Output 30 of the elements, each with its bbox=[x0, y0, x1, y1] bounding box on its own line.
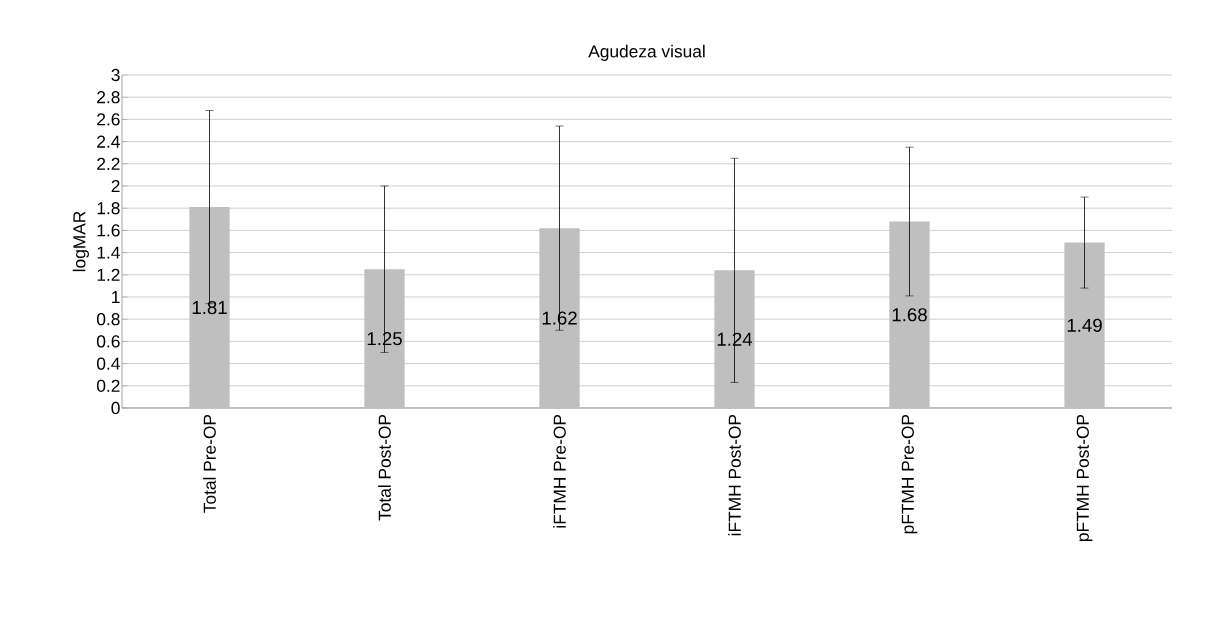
y-tick-label: 2.4 bbox=[97, 135, 120, 148]
y-axis-title: logMAR bbox=[72, 211, 89, 272]
y-tick-label: 2.8 bbox=[97, 91, 120, 104]
x-tick-label: iFTMH Post-OP bbox=[728, 414, 741, 536]
y-tick-label: 1.6 bbox=[97, 224, 120, 237]
y-tick-label: 2.6 bbox=[97, 113, 120, 126]
y-tick-label: 0 bbox=[111, 401, 120, 415]
y-tick-label: 2 bbox=[111, 179, 120, 193]
y-tick-label: 0.2 bbox=[96, 379, 120, 392]
data-label: 1.81 bbox=[192, 300, 227, 315]
y-tick-label: 0.4 bbox=[96, 357, 120, 370]
bar bbox=[189, 207, 230, 408]
x-tick-label: pFTMH Pre-OP bbox=[901, 414, 918, 534]
chart-title: Agudeza visual bbox=[588, 44, 705, 61]
bar bbox=[889, 221, 930, 408]
y-tick-label: 0.6 bbox=[96, 335, 120, 348]
y-tick-label: 0.8 bbox=[96, 313, 120, 326]
x-tick-label: pFTMH Post-OP bbox=[1076, 414, 1093, 542]
data-label: 1.49 bbox=[1067, 318, 1102, 332]
x-tick-label: iFTMH Pre-OP bbox=[553, 414, 566, 528]
y-tick-label: 1 bbox=[112, 291, 120, 303]
data-label: 1.68 bbox=[892, 308, 927, 322]
y-tick-label: 1.2 bbox=[97, 268, 120, 281]
bar bbox=[1064, 242, 1105, 408]
x-tick-label: Total Post-OP bbox=[378, 414, 391, 521]
y-tick-label: 1.4 bbox=[97, 246, 120, 259]
x-tick-label: Total Pre-OP bbox=[203, 414, 216, 513]
y-tick-label: 3 bbox=[111, 68, 120, 82]
y-tick-label: 2.2 bbox=[97, 157, 120, 170]
y-tick-label: 1.8 bbox=[97, 202, 120, 215]
